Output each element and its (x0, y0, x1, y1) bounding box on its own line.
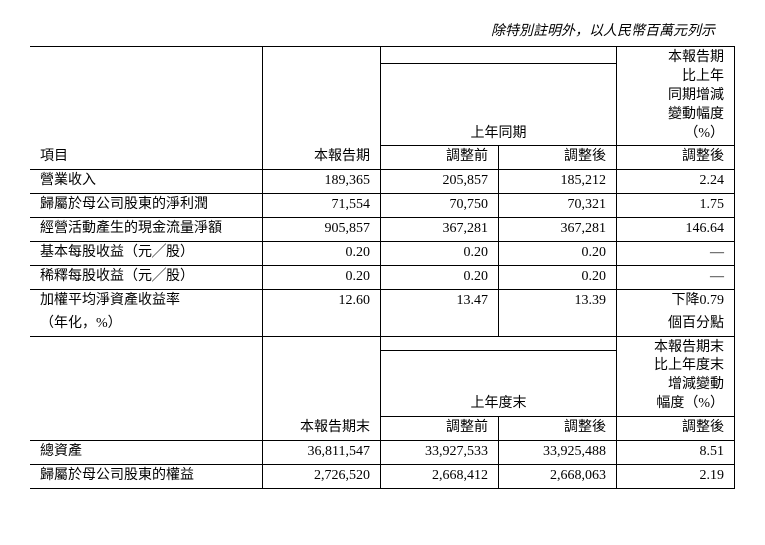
t2-change-header: 本報告期末 比上年度末 增減變動 幅度（%） (616, 336, 734, 417)
blank (380, 47, 616, 64)
row-pre: 13.47 (380, 289, 498, 312)
row-cur: 71,554 (262, 194, 380, 218)
row-chg: — (616, 265, 734, 289)
table-row: 加權平均淨資產收益率12.6013.4713.39下降0.79 (30, 289, 735, 312)
blank (30, 336, 262, 350)
row-label: 經營活動產生的現金流量淨額 (30, 218, 262, 242)
row-pre: 205,857 (380, 170, 498, 194)
table-row: （年化，%） 個百分點 (30, 313, 735, 336)
row-post: 185,212 (498, 170, 616, 194)
t1-header-row1: 本報告期 比上年 同期增減 變動幅度 （%） (30, 47, 735, 64)
t1-after-header: 調整後 (498, 146, 616, 170)
blank (30, 64, 262, 146)
table-row: 營業收入189,365205,857185,2122.24 (30, 170, 735, 194)
t2-header-row1: 本報告期末 比上年度末 增減變動 幅度（%） (30, 336, 735, 350)
table-row: 總資產36,811,54733,927,53333,925,4888.51 (30, 441, 735, 465)
table-row: 基本每股收益（元╱股）0.200.200.20— (30, 242, 735, 266)
row-pre (380, 313, 498, 336)
row-chg: 2.19 (616, 464, 734, 488)
table-row: 歸屬於母公司股東的權益2,726,5202,668,4122,668,0632.… (30, 464, 735, 488)
blank (30, 417, 262, 441)
t2-change-sub: 調整後 (616, 417, 734, 441)
blank (30, 47, 262, 64)
t2-before-header: 調整前 (380, 417, 498, 441)
row-chg: 146.64 (616, 218, 734, 242)
blank (262, 350, 380, 417)
row-pre: 0.20 (380, 265, 498, 289)
t1-current-header: 本報告期 (262, 146, 380, 170)
row-label: 歸屬於母公司股東的權益 (30, 464, 262, 488)
row-cur: 36,811,547 (262, 441, 380, 465)
row-post: 0.20 (498, 242, 616, 266)
row-cur: 0.20 (262, 265, 380, 289)
row-label: 加權平均淨資產收益率 (30, 289, 262, 312)
row-post (498, 313, 616, 336)
row-label: 稀釋每股收益（元╱股） (30, 265, 262, 289)
row-chg: 個百分點 (616, 313, 734, 336)
row-chg: 下降0.79 (616, 289, 734, 312)
t1-header-row3: 項目 本報告期 調整前 調整後 調整後 (30, 146, 735, 170)
row-cur (262, 313, 380, 336)
financial-table: 本報告期 比上年 同期增減 變動幅度 （%） 上年同期 項目 本報告期 調整前 … (30, 46, 735, 489)
table-row: 稀釋每股收益（元╱股）0.200.200.20— (30, 265, 735, 289)
blank (262, 47, 380, 64)
row-cur: 0.20 (262, 242, 380, 266)
table-row: 歸屬於母公司股東的淨利潤71,55470,75070,3211.75 (30, 194, 735, 218)
row-pre: 70,750 (380, 194, 498, 218)
row-post: 33,925,488 (498, 441, 616, 465)
blank (30, 350, 262, 417)
row-post: 2,668,063 (498, 464, 616, 488)
row-cur: 2,726,520 (262, 464, 380, 488)
row-cur: 905,857 (262, 218, 380, 242)
table-row: 經營活動產生的現金流量淨額905,857367,281367,281146.64 (30, 218, 735, 242)
row-chg: 2.24 (616, 170, 734, 194)
blank (380, 336, 616, 350)
row-pre: 2,668,412 (380, 464, 498, 488)
row-label: 基本每股收益（元╱股） (30, 242, 262, 266)
t1-prior-period-header: 上年同期 (380, 64, 616, 146)
blank (262, 64, 380, 146)
row-label: 總資產 (30, 441, 262, 465)
t1-item-header: 項目 (30, 146, 262, 170)
t2-after-header: 調整後 (498, 417, 616, 441)
t2-current-header: 本報告期末 (262, 417, 380, 441)
row-label: 歸屬於母公司股東的淨利潤 (30, 194, 262, 218)
row-post: 70,321 (498, 194, 616, 218)
unit-caption: 除特別註明外，以人民幣百萬元列示 (30, 20, 735, 40)
row-label: 營業收入 (30, 170, 262, 194)
row-pre: 0.20 (380, 242, 498, 266)
row-label: （年化，%） (30, 313, 262, 336)
blank (262, 336, 380, 350)
row-chg: — (616, 242, 734, 266)
row-chg: 8.51 (616, 441, 734, 465)
t1-change-header: 本報告期 比上年 同期增減 變動幅度 （%） (616, 47, 734, 146)
row-post: 13.39 (498, 289, 616, 312)
t1-before-header: 調整前 (380, 146, 498, 170)
row-post: 367,281 (498, 218, 616, 242)
row-cur: 189,365 (262, 170, 380, 194)
t2-prior-period-header: 上年度末 (380, 350, 616, 417)
row-chg: 1.75 (616, 194, 734, 218)
row-cur: 12.60 (262, 289, 380, 312)
row-post: 0.20 (498, 265, 616, 289)
row-pre: 367,281 (380, 218, 498, 242)
t1-change-sub: 調整後 (616, 146, 734, 170)
t2-header-row3: 本報告期末 調整前 調整後 調整後 (30, 417, 735, 441)
row-pre: 33,927,533 (380, 441, 498, 465)
